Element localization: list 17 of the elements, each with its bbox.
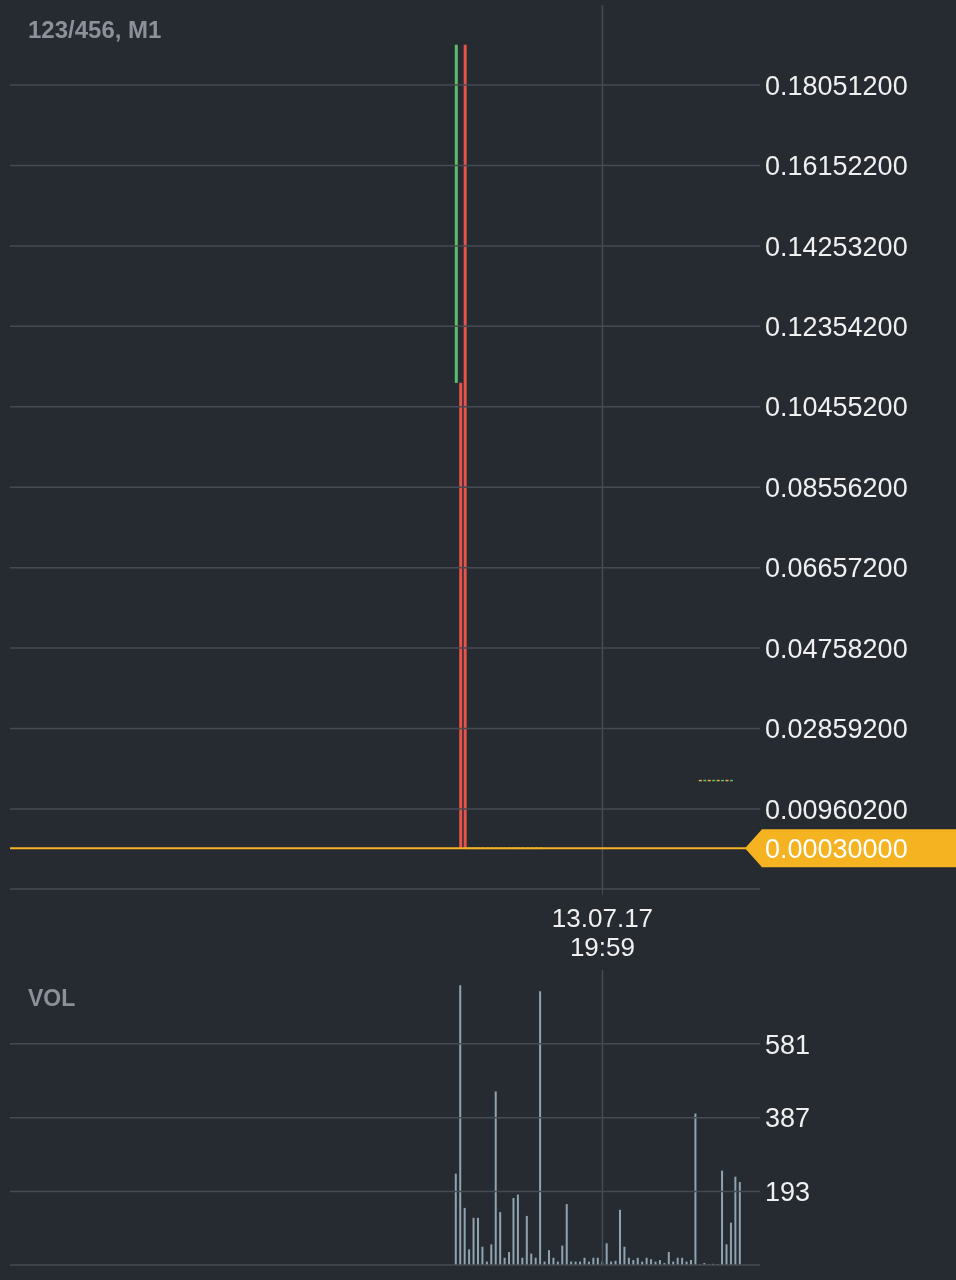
y-tick-label: 0.02859200 bbox=[765, 714, 908, 745]
text: VOL bbox=[28, 985, 76, 1013]
y-tick-label: 0.10455200 bbox=[765, 392, 908, 423]
y-tick-label: 0.08556200 bbox=[765, 472, 908, 503]
y-tick-label: 581 bbox=[765, 1029, 811, 1060]
y-tick-label: 387 bbox=[765, 1103, 811, 1134]
y-tick-label: 0.18051200 bbox=[765, 70, 908, 101]
y-tick-label: 0.00960200 bbox=[765, 794, 908, 825]
y-tick-label: 193 bbox=[765, 1177, 811, 1208]
ref-line-label: 0.00030000 bbox=[765, 834, 908, 865]
y-tick-label: 0.14253200 bbox=[765, 231, 908, 262]
y-tick-label: 0.16152200 bbox=[765, 151, 908, 182]
x-tick-label: 13.07.17 19:59 bbox=[551, 903, 654, 962]
text: 123/456, M1 bbox=[28, 16, 162, 45]
y-tick-label: 0.04758200 bbox=[765, 633, 908, 664]
y-tick-label: 0.06657200 bbox=[765, 553, 908, 584]
y-tick-label: 0.12354200 bbox=[765, 312, 908, 343]
